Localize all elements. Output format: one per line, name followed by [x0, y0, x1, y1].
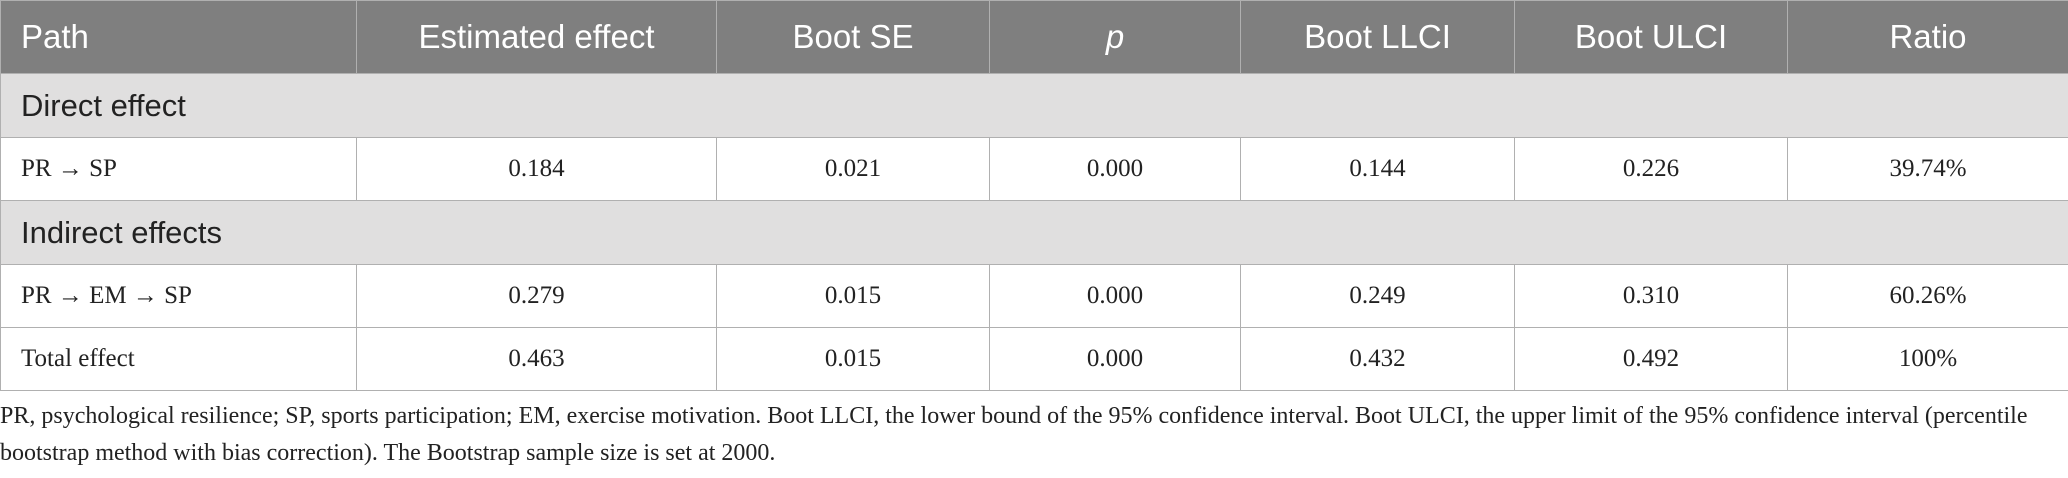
column-header: Boot LLCI [1240, 0, 1515, 74]
value-cell: 0.279 [356, 264, 717, 328]
column-header: Boot SE [716, 0, 990, 74]
value-cell: 60.26% [1787, 264, 2068, 328]
value-cell: 0.015 [716, 264, 990, 328]
value-cell: 0.310 [1514, 264, 1788, 328]
section-label: Direct effect [0, 73, 2068, 138]
value-cell: 0.226 [1514, 137, 1788, 201]
column-header: Ratio [1787, 0, 2068, 74]
value-cell: 0.021 [716, 137, 990, 201]
data-row: Total effect 0.463 0.015 0.000 0.432 0.492 100… [0, 327, 2068, 391]
column-header: p [989, 0, 1241, 74]
value-cell: 0.015 [716, 327, 990, 391]
path-cell: PR → EM → SP [0, 264, 357, 328]
value-cell: 100% [1787, 327, 2068, 391]
table-body: Direct effect PR → SP 0.184 0.021 0.000 0.144… [0, 73, 2068, 391]
data-row: PR → EM → SP 0.279 0.015 0.000 0.249 0.310 60.… [0, 264, 2068, 328]
value-cell: 0.463 [356, 327, 717, 391]
value-cell: 0.184 [356, 137, 717, 201]
column-header: Boot ULCI [1514, 0, 1788, 74]
results-table: Path Estimated effect Boot SE p Boot LLCI Boo… [0, 0, 2068, 391]
value-cell: 0.432 [1240, 327, 1515, 391]
value-cell: 0.249 [1240, 264, 1515, 328]
value-cell: 0.144 [1240, 137, 1515, 201]
value-cell: 39.74% [1787, 137, 2068, 201]
path-cell: PR → SP [0, 137, 357, 201]
value-cell: 0.000 [989, 327, 1241, 391]
section-label: Indirect effects [0, 200, 2068, 265]
value-cell: 0.000 [989, 264, 1241, 328]
value-cell: 0.000 [989, 137, 1241, 201]
header-row: Path Estimated effect Boot SE p Boot LLCI Boo… [0, 0, 2068, 74]
data-row: PR → SP 0.184 0.021 0.000 0.144 0.226 39.74% [0, 137, 2068, 201]
footnote: PR, psychological resilience; SP, sports… [0, 403, 2028, 466]
value-cell: 0.492 [1514, 327, 1788, 391]
column-header: Estimated effect [356, 0, 717, 74]
column-header: Path [0, 0, 357, 74]
section-row: Indirect effects [0, 200, 2068, 265]
path-cell: Total effect [0, 327, 357, 391]
section-row: Direct effect [0, 73, 2068, 138]
